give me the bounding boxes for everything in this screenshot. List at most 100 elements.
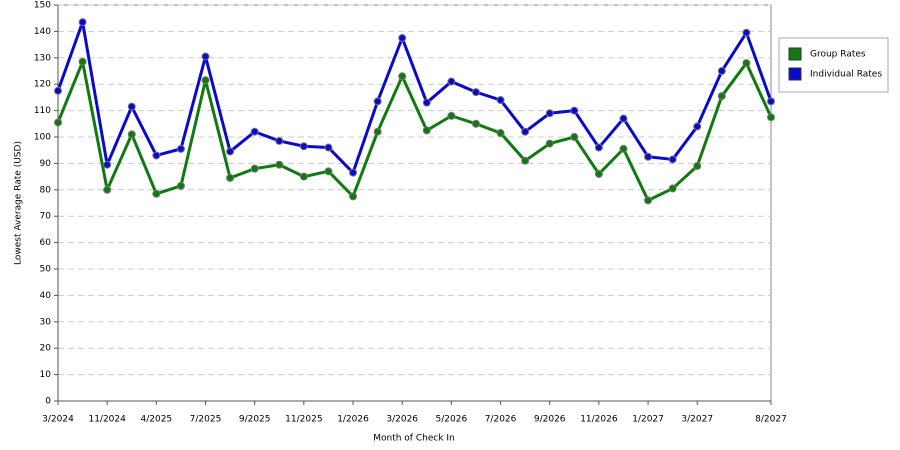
data-point: [127, 130, 136, 139]
data-point: [299, 142, 308, 151]
data-point: [152, 151, 161, 160]
data-point: [54, 86, 62, 95]
data-point: [594, 143, 603, 152]
y-tick-label: 40: [40, 291, 52, 301]
x-tick-label: 9/2026: [534, 415, 566, 425]
data-point: [422, 98, 431, 107]
data-point: [349, 168, 358, 177]
y-tick-label: 80: [40, 185, 52, 195]
data-point: [78, 57, 87, 66]
data-point: [742, 59, 751, 68]
data-point: [521, 127, 530, 136]
data-point: [693, 122, 702, 131]
legend-label: Group Rates: [810, 50, 866, 60]
data-point: [717, 67, 726, 75]
data-point: [275, 160, 284, 169]
y-tick-label: 90: [40, 159, 52, 169]
x-tick-label: 5/2026: [436, 415, 468, 425]
data-point: [619, 114, 628, 123]
data-point: [693, 162, 702, 171]
data-point: [570, 106, 579, 115]
y-tick-label: 70: [40, 212, 52, 222]
legend-label: Individual Rates: [810, 70, 882, 80]
y-tick-label: 110: [34, 106, 51, 116]
data-point: [54, 118, 62, 127]
data-point: [152, 189, 161, 198]
x-tick-label: 11/2026: [580, 415, 618, 425]
series-line: [56, 20, 773, 175]
data-point: [447, 77, 456, 86]
x-tick-label: 3/2026: [386, 415, 418, 425]
data-point: [570, 133, 579, 141]
y-tick-label: 30: [40, 317, 52, 327]
x-tick-label: 7/2026: [485, 415, 517, 425]
data-point: [767, 97, 775, 106]
data-point: [201, 76, 210, 85]
data-point: [373, 127, 382, 136]
y-axis-label: Lowest Average Rate (USD): [14, 141, 24, 265]
data-point: [742, 28, 751, 37]
data-point: [422, 126, 431, 135]
y-tick-label: 10: [40, 370, 52, 380]
data-point: [250, 164, 259, 173]
data-point: [767, 113, 775, 122]
x-tick-label: 3/2024: [42, 415, 74, 425]
legend-swatch: [788, 47, 802, 61]
x-tick-label: 11/2024: [88, 415, 126, 425]
y-tick-label: 130: [34, 53, 51, 63]
y-tick-label: 150: [34, 1, 51, 11]
data-point: [545, 139, 554, 148]
plot-frame: [57, 4, 772, 402]
data-point: [496, 96, 505, 105]
data-point: [644, 152, 653, 161]
y-tick-label: 20: [40, 344, 52, 354]
data-point: [324, 143, 333, 152]
data-point: [226, 173, 235, 182]
x-tick-label: 1/2027: [632, 415, 664, 425]
series-line: [56, 60, 773, 202]
data-point: [349, 192, 358, 201]
y-tick-label: 120: [34, 80, 51, 90]
data-point: [717, 92, 726, 101]
data-point: [521, 156, 530, 165]
x-tick-label: 7/2025: [190, 415, 222, 425]
x-tick-label: 9/2025: [239, 415, 271, 425]
data-point: [398, 34, 407, 42]
x-tick-label: 3/2027: [681, 415, 713, 425]
data-point: [201, 52, 210, 61]
data-point: [668, 155, 677, 164]
data-point: [176, 181, 185, 190]
y-tick-label: 100: [34, 133, 51, 143]
data-point: [545, 109, 554, 118]
data-point: [594, 169, 603, 178]
data-point: [619, 144, 628, 153]
data-point: [644, 196, 653, 205]
data-point: [668, 184, 677, 193]
x-axis-label: Month of Check In: [373, 434, 455, 444]
y-tick-label: 0: [45, 397, 51, 407]
data-point: [103, 160, 112, 169]
data-point: [447, 111, 456, 120]
data-point: [103, 185, 112, 194]
data-point: [324, 167, 333, 176]
data-point: [496, 129, 505, 138]
data-point: [398, 72, 407, 81]
data-point: [250, 127, 259, 136]
legend-swatch: [788, 67, 802, 81]
x-tick-label: 8/2027: [755, 415, 787, 425]
data-point: [176, 144, 185, 153]
legend-box: [778, 37, 889, 93]
data-point: [78, 18, 87, 27]
y-tick-label: 60: [40, 238, 52, 248]
data-point: [299, 172, 308, 181]
data-point: [471, 119, 480, 128]
x-tick-label: 1/2026: [337, 415, 369, 425]
y-tick-label: 50: [40, 265, 52, 275]
data-point: [471, 88, 480, 97]
data-point: [275, 136, 284, 145]
x-tick-label: 4/2025: [141, 415, 173, 425]
data-point: [127, 102, 136, 111]
y-tick-label: 140: [34, 27, 51, 37]
